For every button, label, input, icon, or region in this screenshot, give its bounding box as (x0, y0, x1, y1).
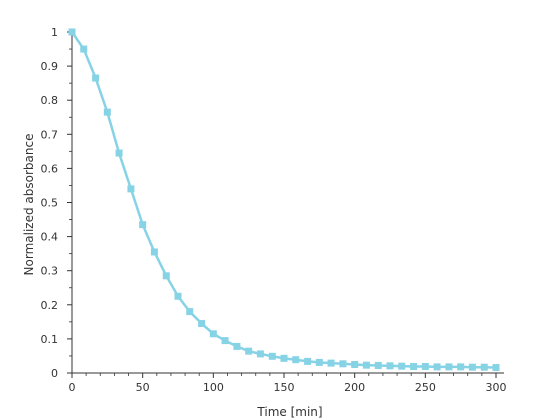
x-tick-label: 200 (344, 381, 365, 394)
y-tick-label: 0.9 (41, 60, 59, 73)
x-tick-label: 250 (415, 381, 436, 394)
data-point (410, 363, 418, 371)
data-point (139, 221, 147, 229)
y-tick-label: 0.6 (41, 162, 59, 175)
x-axis-label: Time [min] (256, 405, 322, 419)
y-tick-label: 0.1 (41, 333, 59, 346)
data-point (421, 363, 429, 371)
y-tick-label: 0 (51, 367, 58, 380)
x-tick-label: 50 (136, 381, 150, 394)
data-point (480, 363, 488, 371)
data-point (186, 308, 194, 316)
data-point (386, 362, 394, 370)
data-point (351, 360, 359, 368)
data-point (327, 359, 335, 367)
data-point (103, 108, 111, 116)
data-point (362, 361, 370, 369)
data-point (492, 364, 500, 372)
series-line (70, 31, 497, 369)
y-tick-label: 0.7 (41, 128, 59, 141)
data-point (92, 74, 100, 82)
x-tick-label: 150 (274, 381, 295, 394)
data-point (115, 149, 123, 157)
data-point (174, 292, 182, 300)
data-point (304, 357, 312, 365)
data-point (150, 248, 158, 256)
data-point (374, 361, 382, 369)
data-point (315, 358, 323, 366)
data-point (162, 272, 170, 280)
data-point (68, 28, 76, 36)
axes (71, 30, 504, 374)
y-ticks: 0 0.1 0.2 0.3 0.4 0.5 0.6 0.7 0.8 0.9 1 (41, 26, 72, 380)
data-point (221, 337, 229, 345)
data-point (433, 363, 441, 371)
data-point (457, 363, 465, 371)
x-tick-label: 0 (69, 381, 76, 394)
data-point (398, 362, 406, 370)
data-point (209, 330, 217, 338)
series (68, 28, 500, 372)
x-tick-label: 100 (203, 381, 224, 394)
y-tick-label: 1 (51, 26, 58, 39)
y-axis-label: Normalized absorbance (22, 134, 36, 276)
data-point (292, 356, 300, 364)
y-tick-label: 0.4 (41, 231, 59, 244)
data-point (80, 45, 88, 53)
y-tick-label: 0.5 (41, 197, 59, 210)
x-ticks: 0 50 100 150 200 250 300 (69, 373, 507, 394)
data-point (127, 185, 135, 193)
y-tick-label: 0.8 (41, 94, 59, 107)
data-point (468, 363, 476, 371)
data-point (245, 347, 253, 355)
data-point (233, 342, 241, 350)
data-point (445, 363, 453, 371)
data-point (256, 350, 264, 358)
data-point (198, 320, 206, 328)
y-tick-label: 0.3 (41, 265, 59, 278)
data-point (339, 360, 347, 368)
data-point (280, 354, 288, 362)
x-tick-label: 300 (486, 381, 507, 394)
data-point (268, 352, 276, 360)
y-tick-label: 0.2 (41, 299, 59, 312)
